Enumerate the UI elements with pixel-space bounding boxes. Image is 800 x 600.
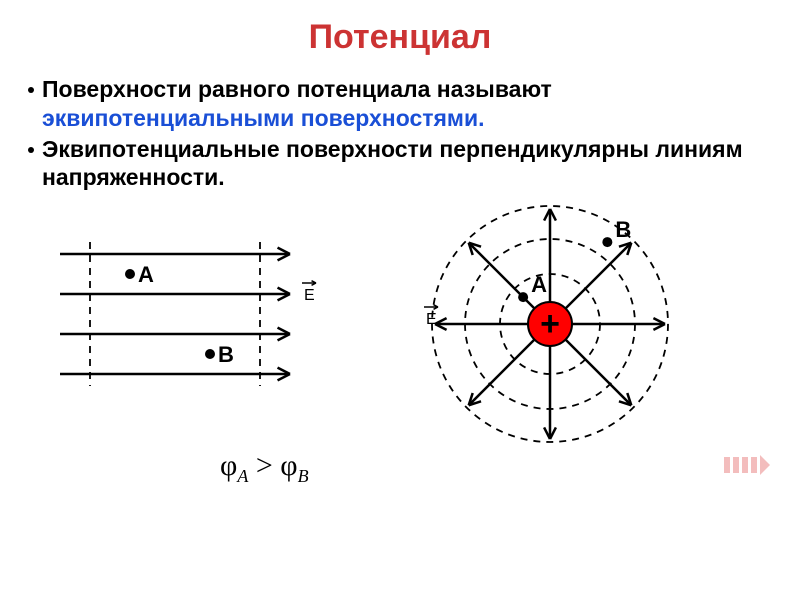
bullet-emphasis: эквипотенциальными поверхностями. — [42, 105, 484, 131]
uniform-field-diagram: A B E — [60, 234, 320, 394]
bullet-pre: Поверхности равного потенциала называют — [42, 76, 552, 102]
bullet-list: Поверхности равного потенциала называют … — [0, 57, 800, 192]
phi-a: φ — [220, 449, 237, 482]
bullet-pre: Эквипотенциальные поверхности перпендику… — [42, 136, 743, 191]
svg-text:B: B — [615, 217, 631, 242]
svg-text:+: + — [540, 305, 560, 343]
page-title: Потенциал — [0, 0, 800, 57]
svg-text:E: E — [304, 287, 315, 304]
svg-text:A: A — [138, 262, 154, 287]
diagrams-area: ABE AB+E φA > φB — [0, 194, 800, 494]
bullet-item: Эквипотенциальные поверхности перпендику… — [28, 135, 772, 193]
radial-field-svg: A B + E — [420, 194, 680, 454]
bullet-text: Поверхности равного потенциала называют … — [42, 75, 772, 133]
svg-text:E: E — [426, 311, 437, 328]
phi-b: φ — [280, 449, 297, 482]
sub-a: A — [237, 466, 248, 486]
next-nav-icon[interactable] — [720, 451, 770, 484]
svg-text:B: B — [218, 342, 234, 367]
svg-text:A: A — [531, 272, 547, 297]
bullet-text: Эквипотенциальные поверхности перпендику… — [42, 135, 772, 193]
bullet-dot-icon — [28, 147, 34, 153]
title-text: Потенциал — [309, 18, 492, 56]
radial-field-diagram: A B + E — [420, 194, 680, 454]
greater-than: > — [256, 449, 273, 482]
bullet-dot-icon — [28, 87, 34, 93]
nav-arrow-icon — [720, 451, 770, 479]
uniform-field-svg: A B E — [60, 234, 320, 394]
bullet-item: Поверхности равного потенциала называют … — [28, 75, 772, 133]
potential-inequality: φA > φB — [220, 449, 309, 487]
sub-b: B — [298, 466, 309, 486]
